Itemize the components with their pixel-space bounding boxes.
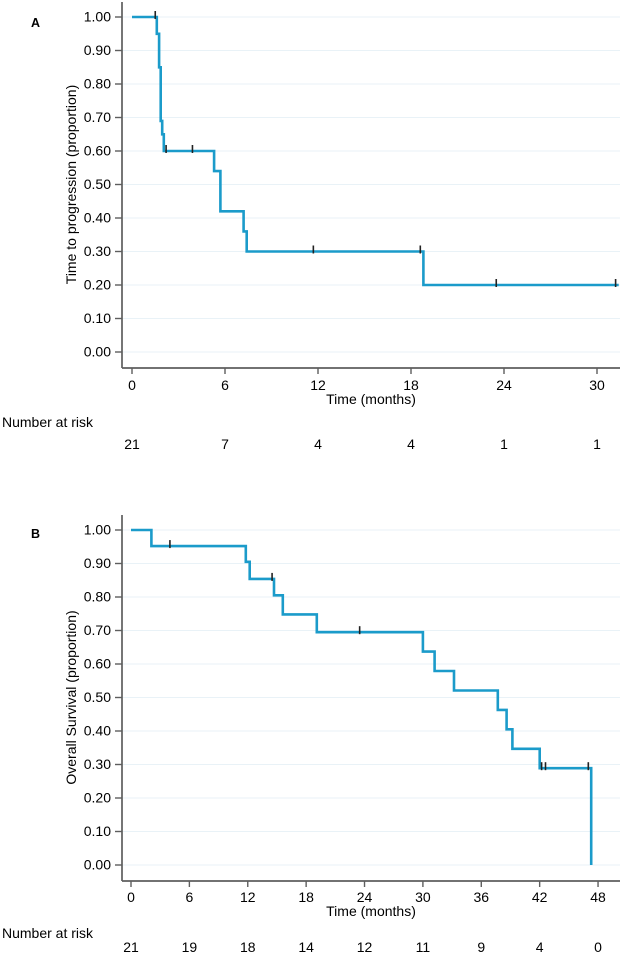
number-at-risk-value: 12 xyxy=(357,939,373,955)
y-tick-label: 1.00 xyxy=(84,9,111,25)
km-curve xyxy=(132,15,619,287)
km-curve xyxy=(131,528,593,865)
km-chart-b: 0.00 0.10 0.20 0.30 0.40 0.50 0.60 0.70 0.80 0.90… xyxy=(2,515,620,955)
km-chart-a: 0.00 0.10 0.20 0.30 0.40 0.50 0.60 0.70 0.80 0.90… xyxy=(2,2,620,452)
y-tick-label: 0.50 xyxy=(84,176,111,192)
y-tick-label: 0.80 xyxy=(84,76,111,92)
y-tick-label: 0.00 xyxy=(84,344,111,360)
number-at-risk-value: 21 xyxy=(123,939,139,955)
x-tick-label: 30 xyxy=(415,889,431,905)
x-axis-title: Time (months) xyxy=(326,391,416,407)
number-at-risk-value: 14 xyxy=(298,939,314,955)
x-tick-label: 24 xyxy=(496,377,512,393)
x-tick-label: 42 xyxy=(532,889,548,905)
x-tick-label: 12 xyxy=(240,889,256,905)
number-at-risk-value: 0 xyxy=(594,939,602,955)
y-tick-label: 0.20 xyxy=(84,277,111,293)
number-at-risk-value: 4 xyxy=(407,436,415,452)
number-at-risk-value: 9 xyxy=(477,939,485,955)
y-tick-label: 0.10 xyxy=(84,310,111,326)
x-axis-title: Time (months) xyxy=(326,903,416,919)
y-tick-label: 1.00 xyxy=(84,522,111,538)
y-tick-label: 0.80 xyxy=(84,589,111,605)
x-tick-label: 24 xyxy=(357,889,373,905)
y-tick-label: 0.10 xyxy=(84,823,111,839)
x-tick-label: 0 xyxy=(127,889,135,905)
number-at-risk-label: Number at risk xyxy=(2,925,94,941)
x-tick-label: 30 xyxy=(589,377,605,393)
number-at-risk-value: 21 xyxy=(124,436,140,452)
y-axis-title: Overall Survival (proportion) xyxy=(63,610,79,784)
y-tick-label: 0.90 xyxy=(84,555,111,571)
number-at-risk-value: 1 xyxy=(500,436,508,452)
y-tick-label: 0.50 xyxy=(84,689,111,705)
y-tick-label: 0.20 xyxy=(84,790,111,806)
number-at-risk-value: 11 xyxy=(416,939,431,955)
panel-letter: A xyxy=(31,16,40,30)
x-tick-label: 6 xyxy=(185,889,193,905)
y-tick-label: 0.00 xyxy=(84,857,111,873)
y-axis-title: Time to progression (proportion) xyxy=(63,85,79,284)
number-at-risk-value: 18 xyxy=(240,939,256,955)
y-tick-label: 0.60 xyxy=(84,143,111,159)
y-tick-label: 0.70 xyxy=(84,622,111,638)
x-tick-label: 36 xyxy=(473,889,489,905)
km-panel-b: 0.00 0.10 0.20 0.30 0.40 0.50 0.60 0.70 0.80 0.90… xyxy=(0,487,625,957)
x-tick-label: 12 xyxy=(310,377,326,393)
y-tick-label: 0.30 xyxy=(84,243,111,259)
x-tick-label: 6 xyxy=(221,377,229,393)
number-at-risk-value: 1 xyxy=(593,436,601,452)
x-tick-label: 48 xyxy=(590,889,606,905)
km-panel-a: 0.00 0.10 0.20 0.30 0.40 0.50 0.60 0.70 0.80 0.90… xyxy=(2,2,620,452)
panel-letter: B xyxy=(31,527,40,541)
y-tick-label: 0.90 xyxy=(84,42,111,58)
x-tick-label: 0 xyxy=(128,377,136,393)
y-tick-label: 0.70 xyxy=(84,109,111,125)
y-tick-label: 0.30 xyxy=(84,756,111,772)
x-tick-label: 18 xyxy=(403,377,419,393)
number-at-risk-label: Number at risk xyxy=(2,414,94,430)
y-tick-label: 0.40 xyxy=(84,723,111,739)
number-at-risk-value: 7 xyxy=(221,436,229,452)
y-tick-label: 0.60 xyxy=(84,656,111,672)
number-at-risk-value: 4 xyxy=(536,939,544,955)
y-tick-label: 0.40 xyxy=(84,210,111,226)
number-at-risk-value: 4 xyxy=(314,436,322,452)
number-at-risk-value: 19 xyxy=(182,939,198,955)
x-tick-label: 18 xyxy=(298,889,314,905)
